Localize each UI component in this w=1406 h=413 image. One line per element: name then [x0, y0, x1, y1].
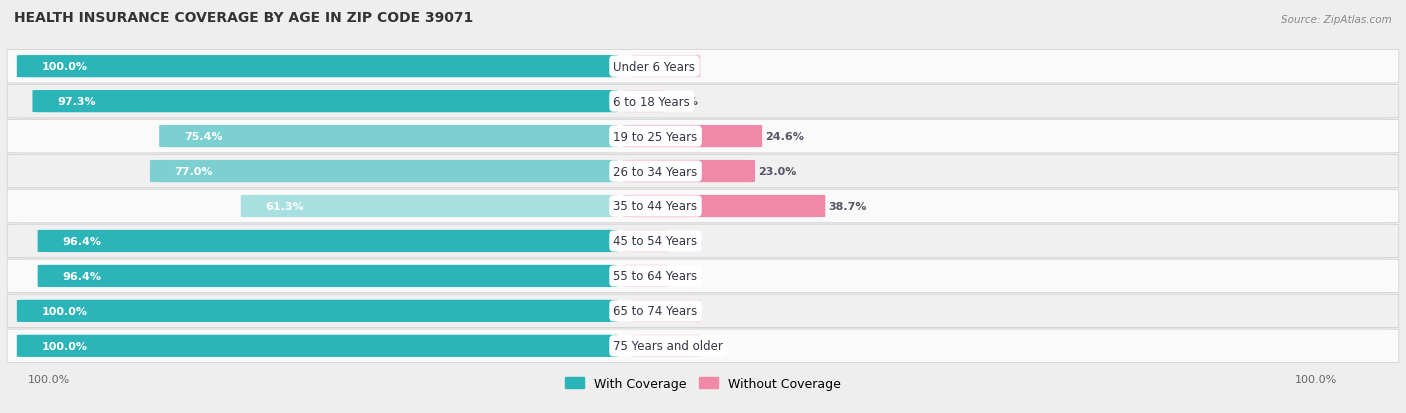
Legend: With Coverage, Without Coverage: With Coverage, Without Coverage	[561, 372, 845, 395]
FancyBboxPatch shape	[623, 265, 668, 287]
FancyBboxPatch shape	[150, 161, 617, 183]
Text: 35 to 44 Years: 35 to 44 Years	[613, 200, 697, 213]
Text: 96.4%: 96.4%	[62, 271, 101, 281]
Text: 0.0%: 0.0%	[655, 306, 685, 316]
Text: 45 to 54 Years: 45 to 54 Years	[613, 235, 697, 248]
Text: 23.0%: 23.0%	[758, 166, 796, 177]
FancyBboxPatch shape	[7, 50, 1399, 84]
Text: 6 to 18 Years: 6 to 18 Years	[613, 95, 690, 108]
FancyBboxPatch shape	[7, 120, 1399, 154]
Text: 19 to 25 Years: 19 to 25 Years	[613, 130, 697, 143]
FancyBboxPatch shape	[32, 91, 617, 113]
FancyBboxPatch shape	[623, 91, 664, 113]
FancyBboxPatch shape	[623, 230, 668, 252]
FancyBboxPatch shape	[631, 56, 700, 78]
FancyBboxPatch shape	[159, 126, 617, 148]
FancyBboxPatch shape	[7, 190, 1399, 223]
FancyBboxPatch shape	[7, 155, 1399, 188]
FancyBboxPatch shape	[17, 300, 617, 322]
FancyBboxPatch shape	[17, 335, 617, 357]
FancyBboxPatch shape	[38, 265, 617, 287]
Text: 3.6%: 3.6%	[671, 236, 702, 247]
Text: 3.6%: 3.6%	[671, 271, 702, 281]
Text: 77.0%: 77.0%	[174, 166, 214, 177]
Text: 75.4%: 75.4%	[184, 132, 222, 142]
Text: 97.3%: 97.3%	[58, 97, 96, 107]
Text: 55 to 64 Years: 55 to 64 Years	[613, 270, 697, 283]
FancyBboxPatch shape	[623, 195, 825, 218]
FancyBboxPatch shape	[7, 225, 1399, 258]
FancyBboxPatch shape	[631, 300, 700, 322]
Text: 2.7%: 2.7%	[666, 97, 697, 107]
Text: 100.0%: 100.0%	[42, 62, 87, 72]
Text: 100.0%: 100.0%	[42, 341, 87, 351]
Text: 0.0%: 0.0%	[655, 341, 685, 351]
FancyBboxPatch shape	[240, 195, 617, 218]
Text: 100.0%: 100.0%	[42, 306, 87, 316]
Text: 38.7%: 38.7%	[828, 202, 866, 211]
FancyBboxPatch shape	[7, 329, 1399, 363]
FancyBboxPatch shape	[623, 126, 762, 148]
Text: 0.0%: 0.0%	[655, 62, 685, 72]
Text: 65 to 74 Years: 65 to 74 Years	[613, 305, 697, 318]
Text: 26 to 34 Years: 26 to 34 Years	[613, 165, 697, 178]
FancyBboxPatch shape	[38, 230, 617, 252]
Text: 24.6%: 24.6%	[765, 132, 804, 142]
Text: Source: ZipAtlas.com: Source: ZipAtlas.com	[1281, 15, 1392, 25]
Text: Under 6 Years: Under 6 Years	[613, 61, 696, 74]
FancyBboxPatch shape	[7, 259, 1399, 293]
Text: 100.0%: 100.0%	[28, 374, 70, 384]
Text: HEALTH INSURANCE COVERAGE BY AGE IN ZIP CODE 39071: HEALTH INSURANCE COVERAGE BY AGE IN ZIP …	[14, 11, 474, 25]
FancyBboxPatch shape	[17, 56, 617, 78]
FancyBboxPatch shape	[7, 294, 1399, 328]
Text: 61.3%: 61.3%	[266, 202, 304, 211]
Text: 96.4%: 96.4%	[62, 236, 101, 247]
FancyBboxPatch shape	[7, 85, 1399, 119]
FancyBboxPatch shape	[631, 335, 700, 357]
FancyBboxPatch shape	[623, 161, 755, 183]
Text: 75 Years and older: 75 Years and older	[613, 339, 723, 352]
Text: 100.0%: 100.0%	[1295, 374, 1337, 384]
